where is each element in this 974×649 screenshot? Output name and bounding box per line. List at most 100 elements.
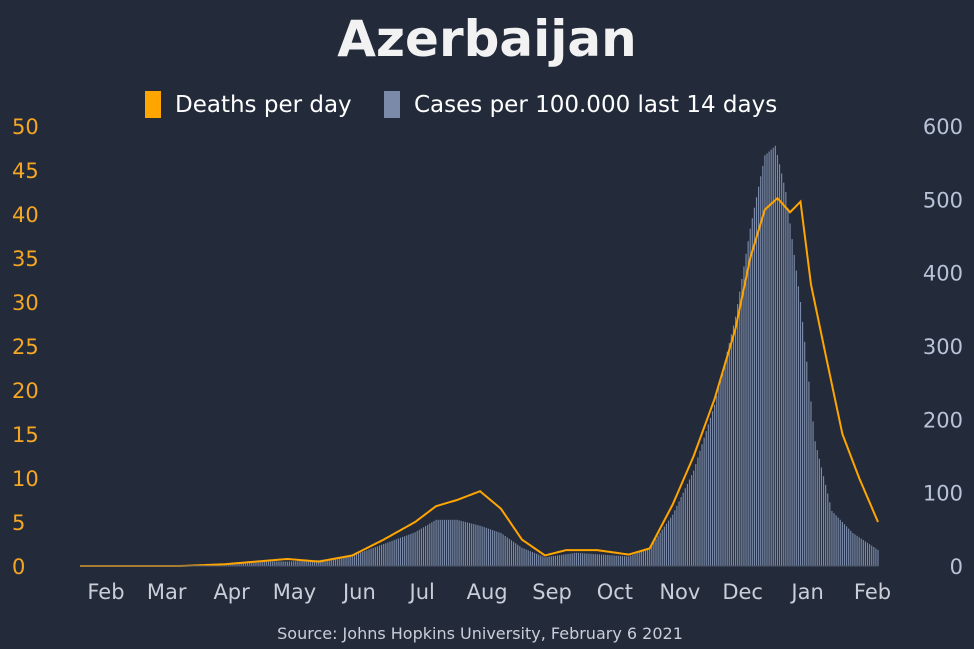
case-bar [343,556,345,566]
case-bar [404,536,406,566]
case-bar [314,560,316,566]
case-bar [437,519,439,566]
case-bar [381,544,383,566]
case-bar [242,562,244,566]
case-bar [766,153,768,566]
case-bar [351,555,353,566]
case-bar [590,553,592,566]
case-bar [357,553,360,566]
x-tick-label: Nov [659,580,700,604]
case-bar [489,529,492,566]
case-bar [762,165,764,566]
case-bar [758,186,760,566]
case-bar [737,304,739,566]
case-bar [556,555,559,566]
case-bar [347,556,349,566]
case-bar [711,411,714,566]
left-axis: 0 5 10 15 20 25 30 35 40 45 50 [12,115,39,579]
case-bar [745,253,747,566]
case-bar [577,552,580,566]
case-bar [236,562,238,566]
case-bar [448,519,450,566]
x-tick-label: Aug [467,580,508,604]
case-bar [657,535,659,566]
case-bar [355,554,358,566]
case-bar [718,387,720,566]
case-bar [653,541,655,566]
case-bar [527,550,529,566]
legend-swatch-cases [384,91,400,118]
case-bar [797,286,799,566]
case-bar [858,537,860,566]
case-bar [240,562,242,566]
x-axis: Feb Mar Apr May Jun Jul Aug Sep Oct Nov Dec Jan Feb [87,580,891,604]
case-bar [818,458,820,566]
case-bar [827,493,829,566]
case-bar [722,369,724,566]
case-bar [311,560,314,566]
case-bar [594,554,596,566]
case-bar [621,556,624,566]
case-bar [617,555,619,566]
case-bar [571,553,573,566]
case-bar [582,553,584,566]
case-bar [492,530,494,566]
case-bar [429,523,431,566]
case-bar [439,519,441,566]
case-bar [598,554,601,566]
case-bar [665,523,668,566]
case-bar [561,554,563,566]
case-bar [751,218,753,566]
case-bar [661,529,663,566]
case-bar [320,559,322,566]
case-bar [822,476,825,566]
case-bar [510,540,513,566]
case-bar [523,548,525,566]
deaths-line [80,196,879,567]
case-bar [324,559,326,566]
case-bar [580,553,582,566]
case-bar [376,546,378,566]
case-bar [282,561,284,566]
case-bar [473,524,475,566]
case-bar [295,561,297,566]
case-bar [253,561,255,566]
case-bar [776,155,779,567]
case-bar [255,560,257,566]
case-bar [609,555,611,566]
case-bar [567,553,569,566]
case-bar [299,561,301,566]
case-bar [732,325,735,566]
case-bar [854,534,856,566]
case-bar [559,555,561,566]
case-bar [389,541,391,566]
case-bar [592,553,594,566]
case-bar [693,470,695,566]
case-bar [703,437,705,566]
case-bar [707,424,709,566]
case-bar [659,532,661,566]
x-tick-label: Feb [87,580,124,604]
case-bar [487,528,489,566]
case-bar [485,527,487,566]
right-tick-label: 200 [923,408,963,432]
case-bar [550,556,552,566]
case-bar [284,561,286,566]
right-tick-label: 500 [923,188,963,212]
case-bar [496,531,498,566]
case-bar [418,529,420,566]
case-bar [337,557,339,566]
left-tick-label: 40 [12,203,39,227]
case-bar [259,560,261,566]
case-bar [464,521,466,566]
case-bar [303,560,305,566]
case-bar [540,555,542,566]
case-bar [615,555,617,566]
case-bar [852,533,854,566]
case-bar [261,561,263,566]
case-bar [500,533,502,566]
case-bar [288,561,291,566]
case-bar [682,492,684,566]
case-bar [839,519,841,566]
left-tick-label: 15 [12,423,39,447]
